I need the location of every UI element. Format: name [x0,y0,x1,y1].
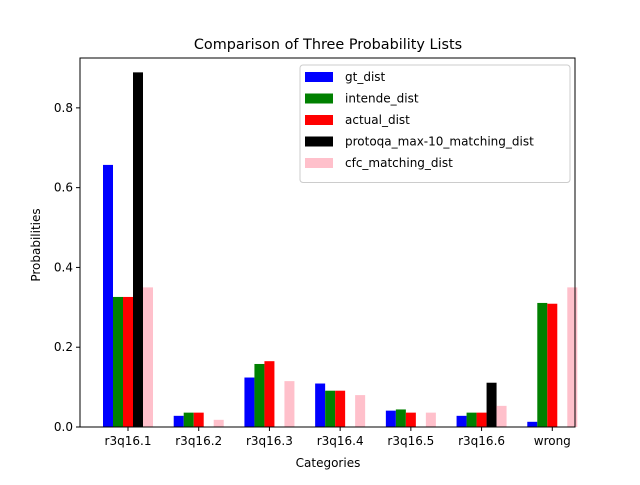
bar-intende_dist-r3q16.4 [325,390,336,427]
y-tick-label: 0.0 [54,420,73,434]
bar-cfc_matching_dist-r3q16.6 [496,405,507,427]
legend-swatch [305,93,333,104]
x-axis: r3q16.1 r3q16.2 r3q16.3 r3q16.4 r3q16.5 r3q16… [105,427,571,448]
bar-intende_dist-wrong [537,302,548,427]
legend-swatch [305,136,333,147]
legend-label: actual_dist [345,113,410,127]
legend-swatch [305,115,333,125]
bar-actual_dist-r3q16.3 [264,361,275,427]
axes-frame [79,57,576,428]
bar-cfc_matching_dist-r3q16.1 [143,287,153,427]
legend: gt_dist intende_dist actual_dist protoqa_ma… [299,64,571,183]
x-tick-label: wrong [534,434,571,448]
x-tick-label: r3q16.6 [458,434,505,448]
x-tick-label: r3q16.1 [105,434,152,448]
legend-label: protoqa_max-10_matching_dist [345,135,534,149]
legend-label: intende_dist [345,92,419,106]
x-tick-label: r3q16.2 [175,434,222,448]
bar-cfc_matching_dist-r3q16.5 [425,412,436,427]
bar-cfc_matching_dist-wrong [567,287,578,427]
y-tick-label: 0.6 [54,181,73,195]
bar-actual_dist-r3q16.6 [476,412,487,427]
bar-intende_dist-r3q16.5 [395,409,406,427]
bars-layer [103,72,578,428]
bar-gt_dist-r3q16.6 [456,415,467,427]
bar-actual_dist-r3q16.1 [123,296,133,427]
x-axis-label: Categories [296,456,361,470]
x-tick-label: r3q16.4 [317,434,364,448]
bar-actual_dist-r3q16.5 [405,412,416,427]
legend-swatch [305,158,333,168]
bar-intende_dist-r3q16.6 [466,412,477,427]
axes-spines [79,57,576,428]
bar-cfc_matching_dist-r3q16.3 [284,381,295,427]
bar-intende_dist-r3q16.1 [113,296,123,427]
x-tick-label: r3q16.5 [387,434,434,448]
bar-gt_dist-wrong [527,421,538,427]
y-axis-label: Probabilities [29,208,43,281]
chart-title: Comparison of Three Probability Lists [194,37,462,53]
bar-protoqa_max-10_matching_dist-r3q16.1 [133,72,143,428]
legend-box [299,64,571,183]
y-tick-label: 0.2 [54,340,73,354]
bar-intende_dist-r3q16.2 [183,412,194,427]
bar-gt_dist-r3q16.4 [315,383,326,427]
bar-gt_dist-r3q16.3 [244,377,255,427]
bar-cfc_matching_dist-r3q16.4 [355,395,366,427]
legend-label: gt_dist [345,70,386,84]
bar-gt_dist-r3q16.1 [103,164,113,427]
legend-label: cfc_matching_dist [345,156,453,170]
bar-protoqa_max-10_matching_dist-r3q16.6 [486,382,497,427]
bar-actual_dist-r3q16.4 [335,390,346,427]
y-axis: 0.0 0.2 0.4 0.6 0.8 [54,101,80,434]
bar-actual_dist-wrong [547,303,558,427]
bar-gt_dist-r3q16.5 [385,410,396,427]
legend-swatch [305,72,333,82]
x-tick-label: r3q16.3 [246,434,293,448]
bar-gt_dist-r3q16.2 [173,415,184,427]
bar-intende_dist-r3q16.3 [254,363,265,427]
bar-cfc_matching_dist-r3q16.2 [213,419,224,427]
y-tick-label: 0.4 [54,260,73,274]
bar-actual_dist-r3q16.2 [193,412,204,427]
y-tick-label: 0.8 [54,101,73,115]
